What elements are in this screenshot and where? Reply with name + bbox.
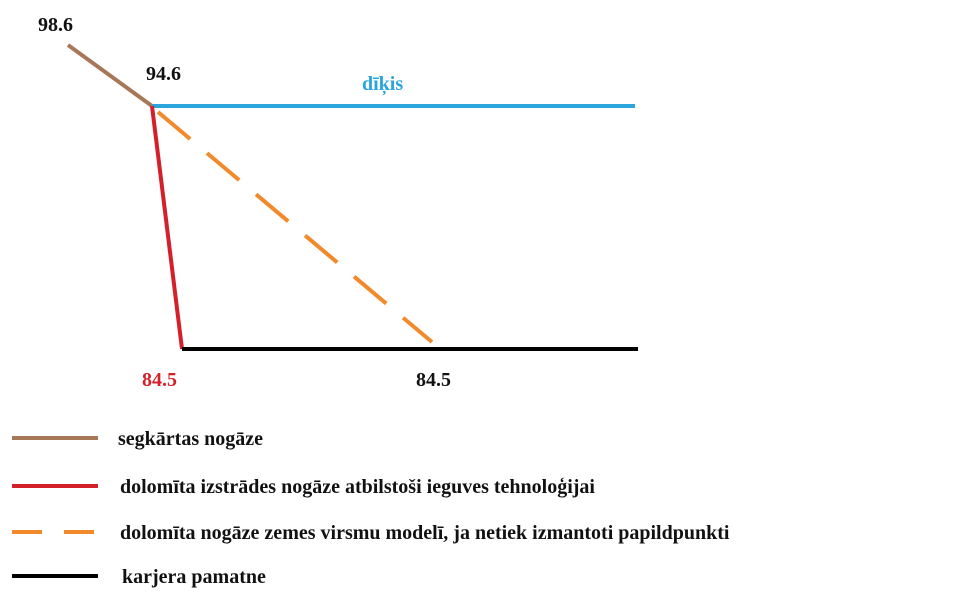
legend-label: karjera pamatne bbox=[122, 566, 266, 588]
legend-label: segkārtas nogāze bbox=[118, 428, 263, 450]
elevation-label: 84.5 bbox=[416, 369, 451, 391]
overburden-slope bbox=[66, 43, 154, 108]
elevation-label: 84.5 bbox=[142, 369, 177, 391]
elevation-label: 98.6 bbox=[38, 14, 73, 36]
elevation-label: 94.6 bbox=[146, 63, 181, 85]
dolomite-slope bbox=[150, 105, 184, 350]
model-slope bbox=[156, 110, 434, 344]
legend-label: dolomīta nogāze zemes virsmu modelī, ja … bbox=[120, 522, 730, 544]
legend-label: dolomīta izstrādes nogāze atbilstoši ieg… bbox=[120, 476, 595, 498]
pond-label: dīķis bbox=[362, 73, 403, 96]
